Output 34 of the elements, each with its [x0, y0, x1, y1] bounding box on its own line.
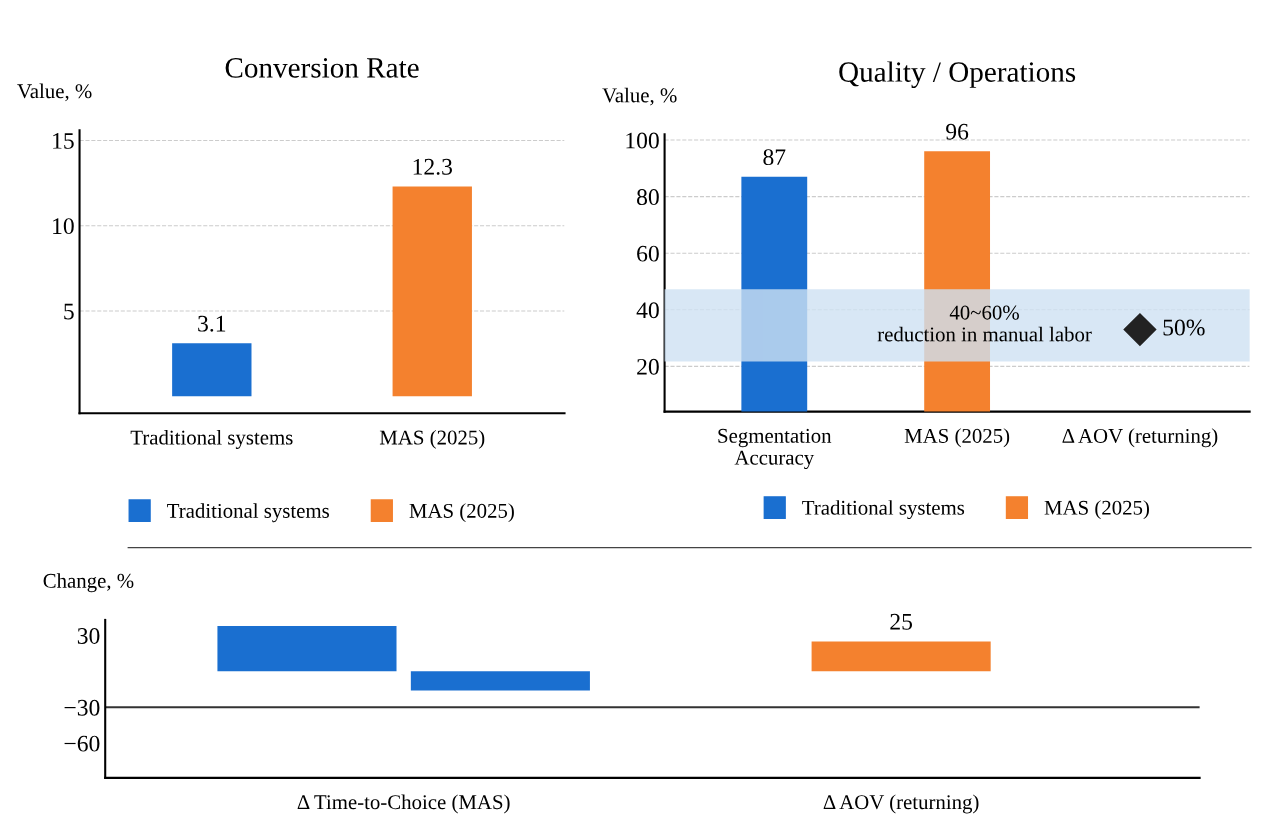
x-tick-label: MAS (2025) — [379, 429, 485, 449]
data-label: 3.1 — [198, 315, 226, 332]
y-tick-label: 40 — [636, 302, 659, 319]
y-tick-label: 80 — [637, 189, 659, 206]
y-tick-label: −30 — [64, 699, 100, 716]
data-label: 12.3 — [413, 158, 452, 175]
chart-title: Conversion Rate — [225, 58, 419, 78]
legend-label: Traditional systems — [802, 500, 965, 520]
y-tick-label: 100 — [626, 132, 659, 149]
y-tick-label: 5 — [64, 303, 74, 320]
y-tick-label: −60 — [64, 735, 100, 752]
legend-label: Traditional systems — [167, 503, 329, 523]
legend-label: MAS (2025) — [409, 503, 514, 523]
y-axis-title: Value, % — [17, 83, 92, 102]
data-label: 96 — [946, 123, 969, 140]
y-axis-title: Change, % — [43, 573, 134, 593]
band-label: 40~60% reduction in manual labor — [877, 305, 1092, 342]
x-tick-label: Segmentation Accuracy — [718, 428, 832, 469]
annotation: 50% — [1163, 319, 1205, 336]
y-tick-label: 20 — [637, 358, 659, 375]
legend-label: MAS (2025) — [1044, 500, 1149, 520]
chart-title: Quality / Operations — [839, 61, 1076, 88]
x-tick-label: MAS (2025) — [904, 428, 1010, 448]
x-tick-label: Δ AOV (returning) — [1062, 428, 1218, 448]
x-tick-label: Δ Time-to-Choice (MAS) — [297, 794, 510, 814]
y-axis-title: Value, % — [602, 87, 677, 106]
y-tick-label: 30 — [77, 627, 100, 644]
data-label: 87 — [763, 149, 786, 166]
x-tick-label: Δ AOV (returning) — [823, 794, 979, 814]
data-label: 25 — [890, 613, 913, 630]
x-tick-label: Traditional systems — [130, 429, 293, 449]
y-tick-label: 15 — [53, 133, 74, 149]
y-tick-label: 10 — [53, 218, 74, 235]
y-tick-label: 60 — [637, 245, 659, 262]
